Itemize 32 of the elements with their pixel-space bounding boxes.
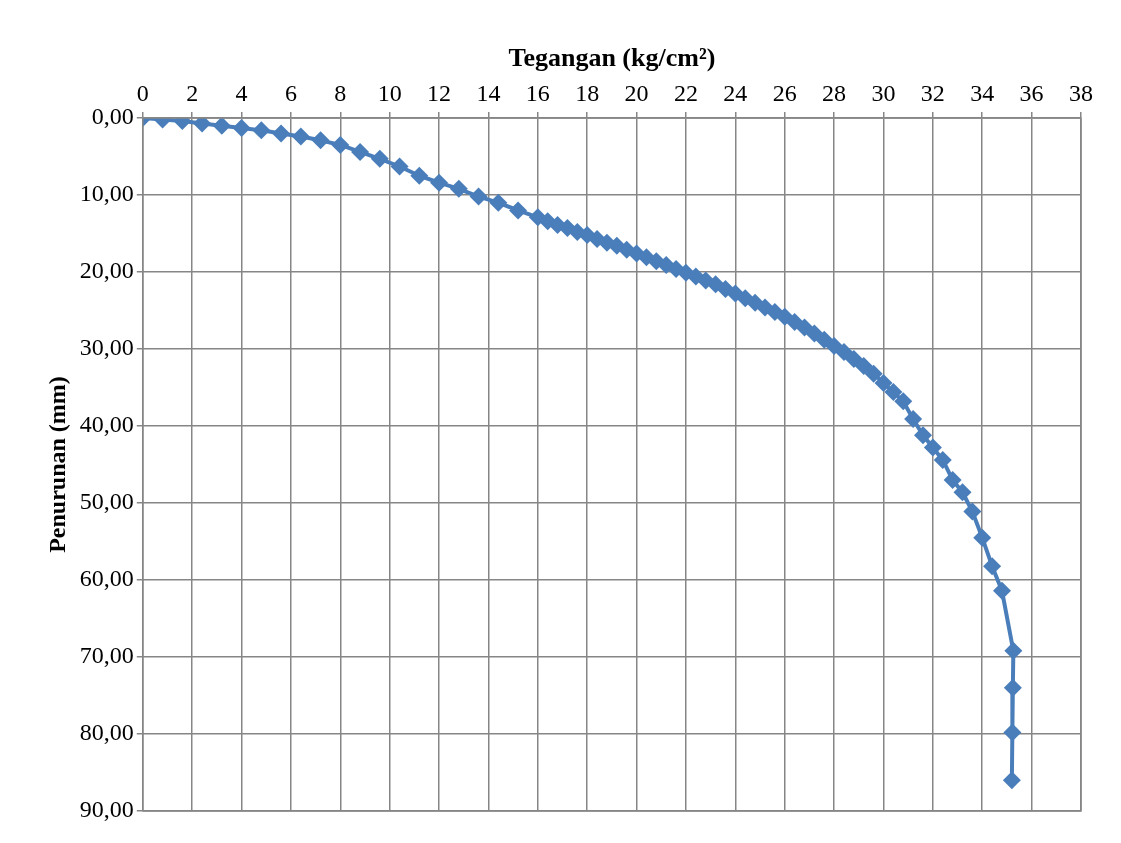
x-tick-label: 0 — [136, 79, 149, 106]
x-tick-label: 10 — [377, 79, 402, 106]
y-tick-label: 20,00 — [79, 257, 134, 284]
x-tick-label: 26 — [772, 79, 797, 106]
x-tick-label: 28 — [822, 79, 847, 106]
y-tick-label: 70,00 — [79, 642, 134, 669]
y-tick-label: 40,00 — [79, 411, 134, 438]
x-tick-label: 6 — [284, 79, 297, 106]
x-tick-label: 32 — [920, 79, 945, 106]
y-tick-label: 80,00 — [79, 719, 134, 746]
y-tick-label: 10,00 — [79, 180, 134, 207]
x-tick-label: 36 — [1019, 79, 1044, 106]
x-tick-label: 12 — [427, 79, 452, 106]
y-tick-label: 90,00 — [79, 796, 134, 823]
x-tick-label: 22 — [673, 79, 698, 106]
x-tick-label: 38 — [1069, 79, 1093, 106]
x-tick-label: 14 — [476, 79, 501, 106]
x-tick-label: 20 — [624, 79, 649, 106]
y-tick-label: 0,00 — [91, 103, 134, 130]
y-tick-label: 60,00 — [79, 565, 134, 592]
y-tick-label: 30,00 — [79, 334, 134, 361]
x-tick-label: 4 — [235, 79, 248, 106]
x-tick-label: 16 — [525, 79, 550, 106]
x-tick-label: 30 — [871, 79, 896, 106]
x-tick-label: 2 — [186, 79, 199, 106]
x-tick-label: 34 — [970, 79, 995, 106]
x-tick-label: 18 — [575, 79, 600, 106]
x-tick-label: 8 — [334, 79, 347, 106]
y-axis-title: Penurunan (mm) — [43, 376, 70, 553]
x-axis-title: Tegangan (kg/cm²) — [508, 43, 716, 73]
y-tick-label: 50,00 — [79, 488, 134, 515]
x-tick-label: 24 — [723, 79, 748, 106]
